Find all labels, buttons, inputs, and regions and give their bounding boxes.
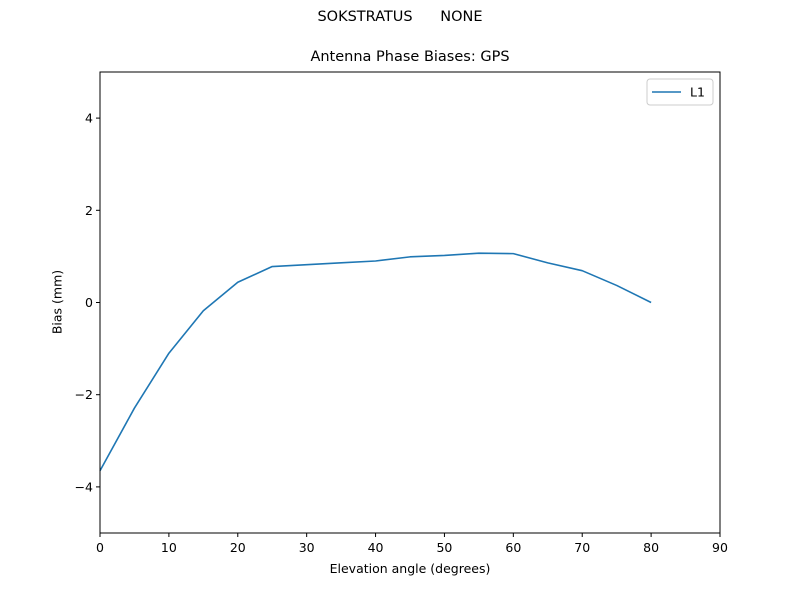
series-line-l1: [99, 252, 652, 472]
x-tick-label: 40: [368, 540, 384, 555]
y-tick-label: 4: [85, 111, 93, 126]
figure-suptitle: SOKSTRATUS NONE: [317, 9, 483, 25]
x-tick-label: 30: [299, 540, 315, 555]
x-axis-ticks: 0 10 20 30 40 50 60 70 80 90: [96, 533, 728, 555]
y-tick-label: 2: [85, 203, 93, 218]
plot-area-frame: [99, 71, 721, 534]
x-axis-label: Elevation angle (degrees): [329, 561, 491, 576]
x-tick-label: 90: [712, 540, 728, 555]
y-tick-label: −4: [75, 479, 93, 494]
y-axis-ticks: −4 −2 0 2 4: [75, 111, 100, 494]
x-tick-label: 70: [574, 540, 590, 555]
y-tick-label: −2: [75, 387, 93, 402]
x-tick-label: 80: [643, 540, 659, 555]
series-layer: [99, 252, 652, 472]
x-tick-label: 60: [505, 540, 521, 555]
legend: L1: [646, 78, 714, 106]
x-tick-label: 20: [230, 540, 246, 555]
x-tick-label: 0: [96, 540, 104, 555]
x-tick-label: 10: [161, 540, 177, 555]
y-tick-label: 0: [85, 295, 93, 310]
x-tick-label: 50: [436, 540, 452, 555]
legend-label: L1: [690, 85, 705, 100]
chart-title: Antenna Phase Biases: GPS: [310, 49, 510, 65]
